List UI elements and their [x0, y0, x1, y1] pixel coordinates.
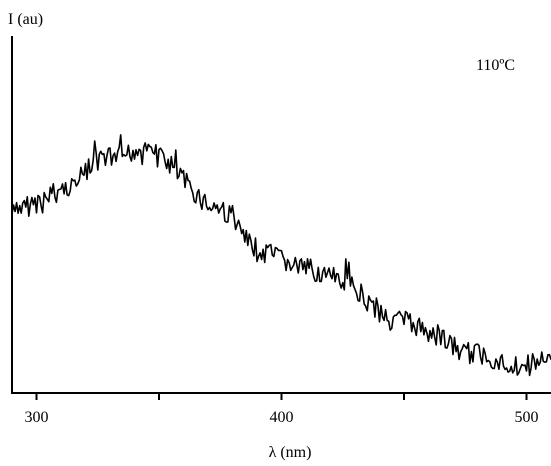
x-tick-label: 500 — [515, 409, 539, 426]
x-tick-label: 400 — [270, 409, 294, 426]
x-tick-label: 300 — [25, 409, 49, 426]
x-ticks: 300 400 500 — [25, 393, 539, 426]
y-axis-label: I (au) — [8, 11, 43, 28]
x-axis-label: λ (nm) — [269, 444, 312, 461]
series-line — [11, 134, 551, 377]
temperature-annotation: 110ºC — [476, 57, 515, 74]
series-group — [11, 134, 551, 377]
